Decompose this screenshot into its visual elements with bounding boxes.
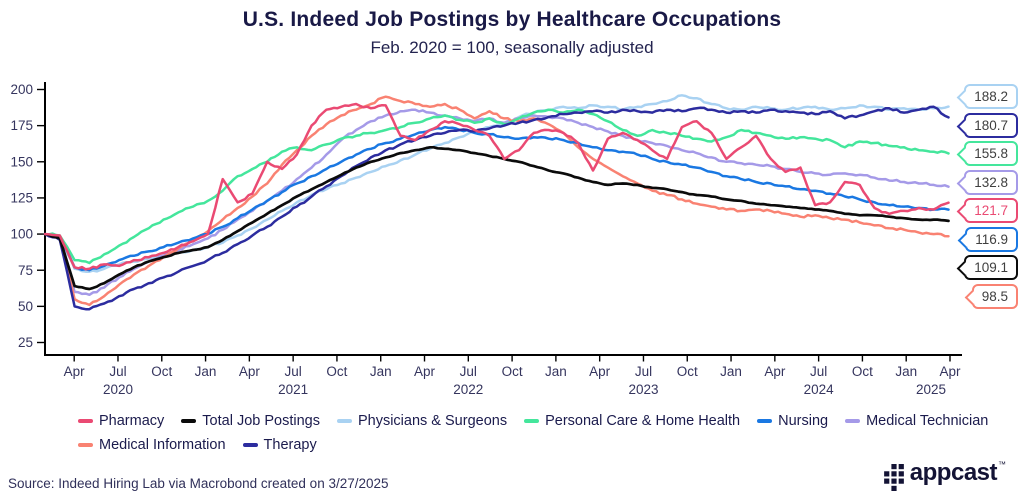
legend-label: Therapy (263, 437, 317, 453)
legend-item-physicians-surgeons: Physicians & Surgeons (336, 413, 508, 429)
x-year-label: 2024 (804, 382, 835, 397)
legend-swatch (845, 419, 861, 423)
legend-row: Medical Information Therapy (78, 437, 998, 453)
chart-legend: Pharmacy Total Job Postings Physicians & S… (78, 413, 998, 461)
x-tick-label: Oct (326, 364, 347, 379)
x-tick-label: Jan (720, 364, 742, 379)
y-tick-label: 25 (18, 335, 33, 350)
x-tick-label: Jul (109, 364, 126, 379)
series-line-therapy (43, 105, 950, 311)
x-tick-label: Jan (370, 364, 392, 379)
legend-label: Physicians & Surgeons (357, 413, 508, 429)
x-tick-label: Jul (810, 364, 827, 379)
x-tick-label: Apr (414, 364, 436, 379)
legend-item-medical-technician: Medical Technician (845, 413, 988, 429)
y-tick-label: 200 (10, 82, 33, 97)
x-tick-label: Apr (764, 364, 786, 379)
x-year-label: 2022 (453, 382, 483, 397)
x-tick-label: Oct (677, 364, 698, 379)
legend-label: Pharmacy (99, 413, 165, 429)
x-tick-label: Apr (64, 364, 86, 379)
series-line-pharmacy (43, 102, 950, 271)
x-tick-label: Oct (151, 364, 172, 379)
x-tick-label: Oct (502, 364, 523, 379)
legend-label: Medical Information (99, 437, 226, 453)
y-tick-label: 50 (18, 299, 33, 314)
appcast-logo-tm: ™ (998, 460, 1006, 469)
series-line-total-job-postings (43, 145, 950, 291)
x-tick-label: Jan (895, 364, 917, 379)
x-tick-label: Jan (545, 364, 567, 379)
legend-item-medical-information: Medical Information (78, 437, 226, 453)
legend-label: Medical Technician (866, 413, 989, 429)
x-tick-label: Jul (285, 364, 302, 379)
appcast-logo-text: appcast (909, 459, 998, 486)
legend-item-pharmacy: Pharmacy (78, 413, 164, 429)
x-year-label: 2023 (628, 382, 658, 397)
legend-swatch (181, 419, 197, 423)
series-line-personal-care-home-health (43, 108, 950, 265)
appcast-logo-icon (883, 464, 904, 491)
legend-label: Personal Care & Home Health (545, 413, 741, 429)
legend-row: Pharmacy Total Job Postings Physicians & S… (78, 413, 998, 429)
legend-label: Total Job Postings (202, 413, 320, 429)
legend-swatch (336, 419, 352, 423)
legend-swatch (757, 419, 773, 423)
x-tick-label: Jul (460, 364, 477, 379)
x-tick-label: Jul (635, 364, 652, 379)
y-tick-label: 150 (10, 154, 33, 169)
x-tick-label: Oct (852, 364, 873, 379)
y-tick-label: 75 (18, 263, 33, 278)
x-year-label: 2020 (103, 382, 133, 397)
x-year-label: 2025 (916, 382, 946, 397)
x-tick-label: Jan (195, 364, 217, 379)
x-tick-label: Apr (589, 364, 611, 379)
chart-subtitle: Feb. 2020 = 100, seasonally adjusted (370, 38, 654, 57)
legend-label: Nursing (778, 413, 829, 429)
legend-item-personal-care-home-health: Personal Care & Home Health (524, 413, 740, 429)
legend-swatch (242, 443, 258, 447)
chart-title: U.S. Indeed Job Postings by Healthcare O… (242, 8, 782, 31)
series-line-nursing (43, 125, 950, 272)
x-tick-label: Apr (939, 364, 961, 379)
y-tick-label: 100 (10, 227, 33, 242)
legend-swatch (78, 419, 93, 423)
source-text: Source: Indeed Hiring Lab via Macrobond … (8, 476, 389, 491)
legend-swatch (78, 443, 93, 447)
x-tick-label: Apr (239, 364, 261, 379)
y-tick-label: 175 (10, 118, 33, 133)
legend-swatch (524, 419, 540, 423)
x-year-label: 2021 (278, 382, 308, 397)
legend-item-nursing: Nursing (757, 413, 828, 429)
legend-item-therapy: Therapy (242, 437, 317, 453)
y-tick-label: 125 (10, 191, 33, 206)
legend-item-total-job-postings: Total Job Postings (181, 413, 320, 429)
appcast-logo: appcast ™ (883, 461, 1006, 491)
